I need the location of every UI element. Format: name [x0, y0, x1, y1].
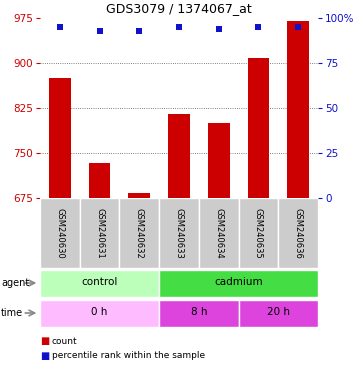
- Bar: [168, 114, 190, 384]
- Bar: [287, 21, 309, 384]
- Bar: [199, 198, 238, 268]
- Point: [216, 26, 222, 32]
- Bar: [159, 270, 318, 296]
- Bar: [247, 58, 269, 384]
- Point: [295, 24, 301, 30]
- Bar: [80, 198, 120, 268]
- Bar: [159, 198, 199, 268]
- Text: GSM240635: GSM240635: [254, 208, 263, 258]
- Point: [176, 24, 182, 30]
- Bar: [238, 198, 278, 268]
- Text: agent: agent: [1, 278, 29, 288]
- Text: ■: ■: [40, 351, 49, 361]
- Bar: [40, 270, 159, 296]
- Bar: [40, 300, 159, 326]
- Text: 8 h: 8 h: [190, 308, 207, 318]
- Bar: [49, 78, 71, 384]
- Point: [136, 28, 142, 34]
- Point: [97, 28, 102, 34]
- Text: GSM240632: GSM240632: [135, 208, 144, 258]
- Text: ■: ■: [40, 336, 49, 346]
- Text: GSM240631: GSM240631: [95, 208, 104, 258]
- Bar: [89, 163, 111, 384]
- Text: time: time: [1, 308, 23, 318]
- Point: [256, 24, 261, 30]
- Text: cadmium: cadmium: [214, 277, 263, 287]
- Text: GSM240634: GSM240634: [214, 208, 223, 258]
- Bar: [159, 300, 238, 326]
- Text: control: control: [81, 277, 118, 287]
- Text: GSM240630: GSM240630: [55, 208, 64, 258]
- Bar: [40, 198, 80, 268]
- Text: 20 h: 20 h: [267, 308, 290, 318]
- Bar: [129, 193, 150, 384]
- Bar: [238, 300, 318, 326]
- Bar: [120, 198, 159, 268]
- Text: percentile rank within the sample: percentile rank within the sample: [52, 351, 205, 361]
- Point: [57, 24, 63, 30]
- Text: GDS3079 / 1374067_at: GDS3079 / 1374067_at: [106, 2, 252, 15]
- Text: GSM240633: GSM240633: [174, 208, 184, 258]
- Bar: [208, 123, 229, 384]
- Text: GSM240636: GSM240636: [294, 208, 303, 258]
- Text: 0 h: 0 h: [91, 308, 108, 318]
- Text: count: count: [52, 336, 78, 346]
- Bar: [278, 198, 318, 268]
